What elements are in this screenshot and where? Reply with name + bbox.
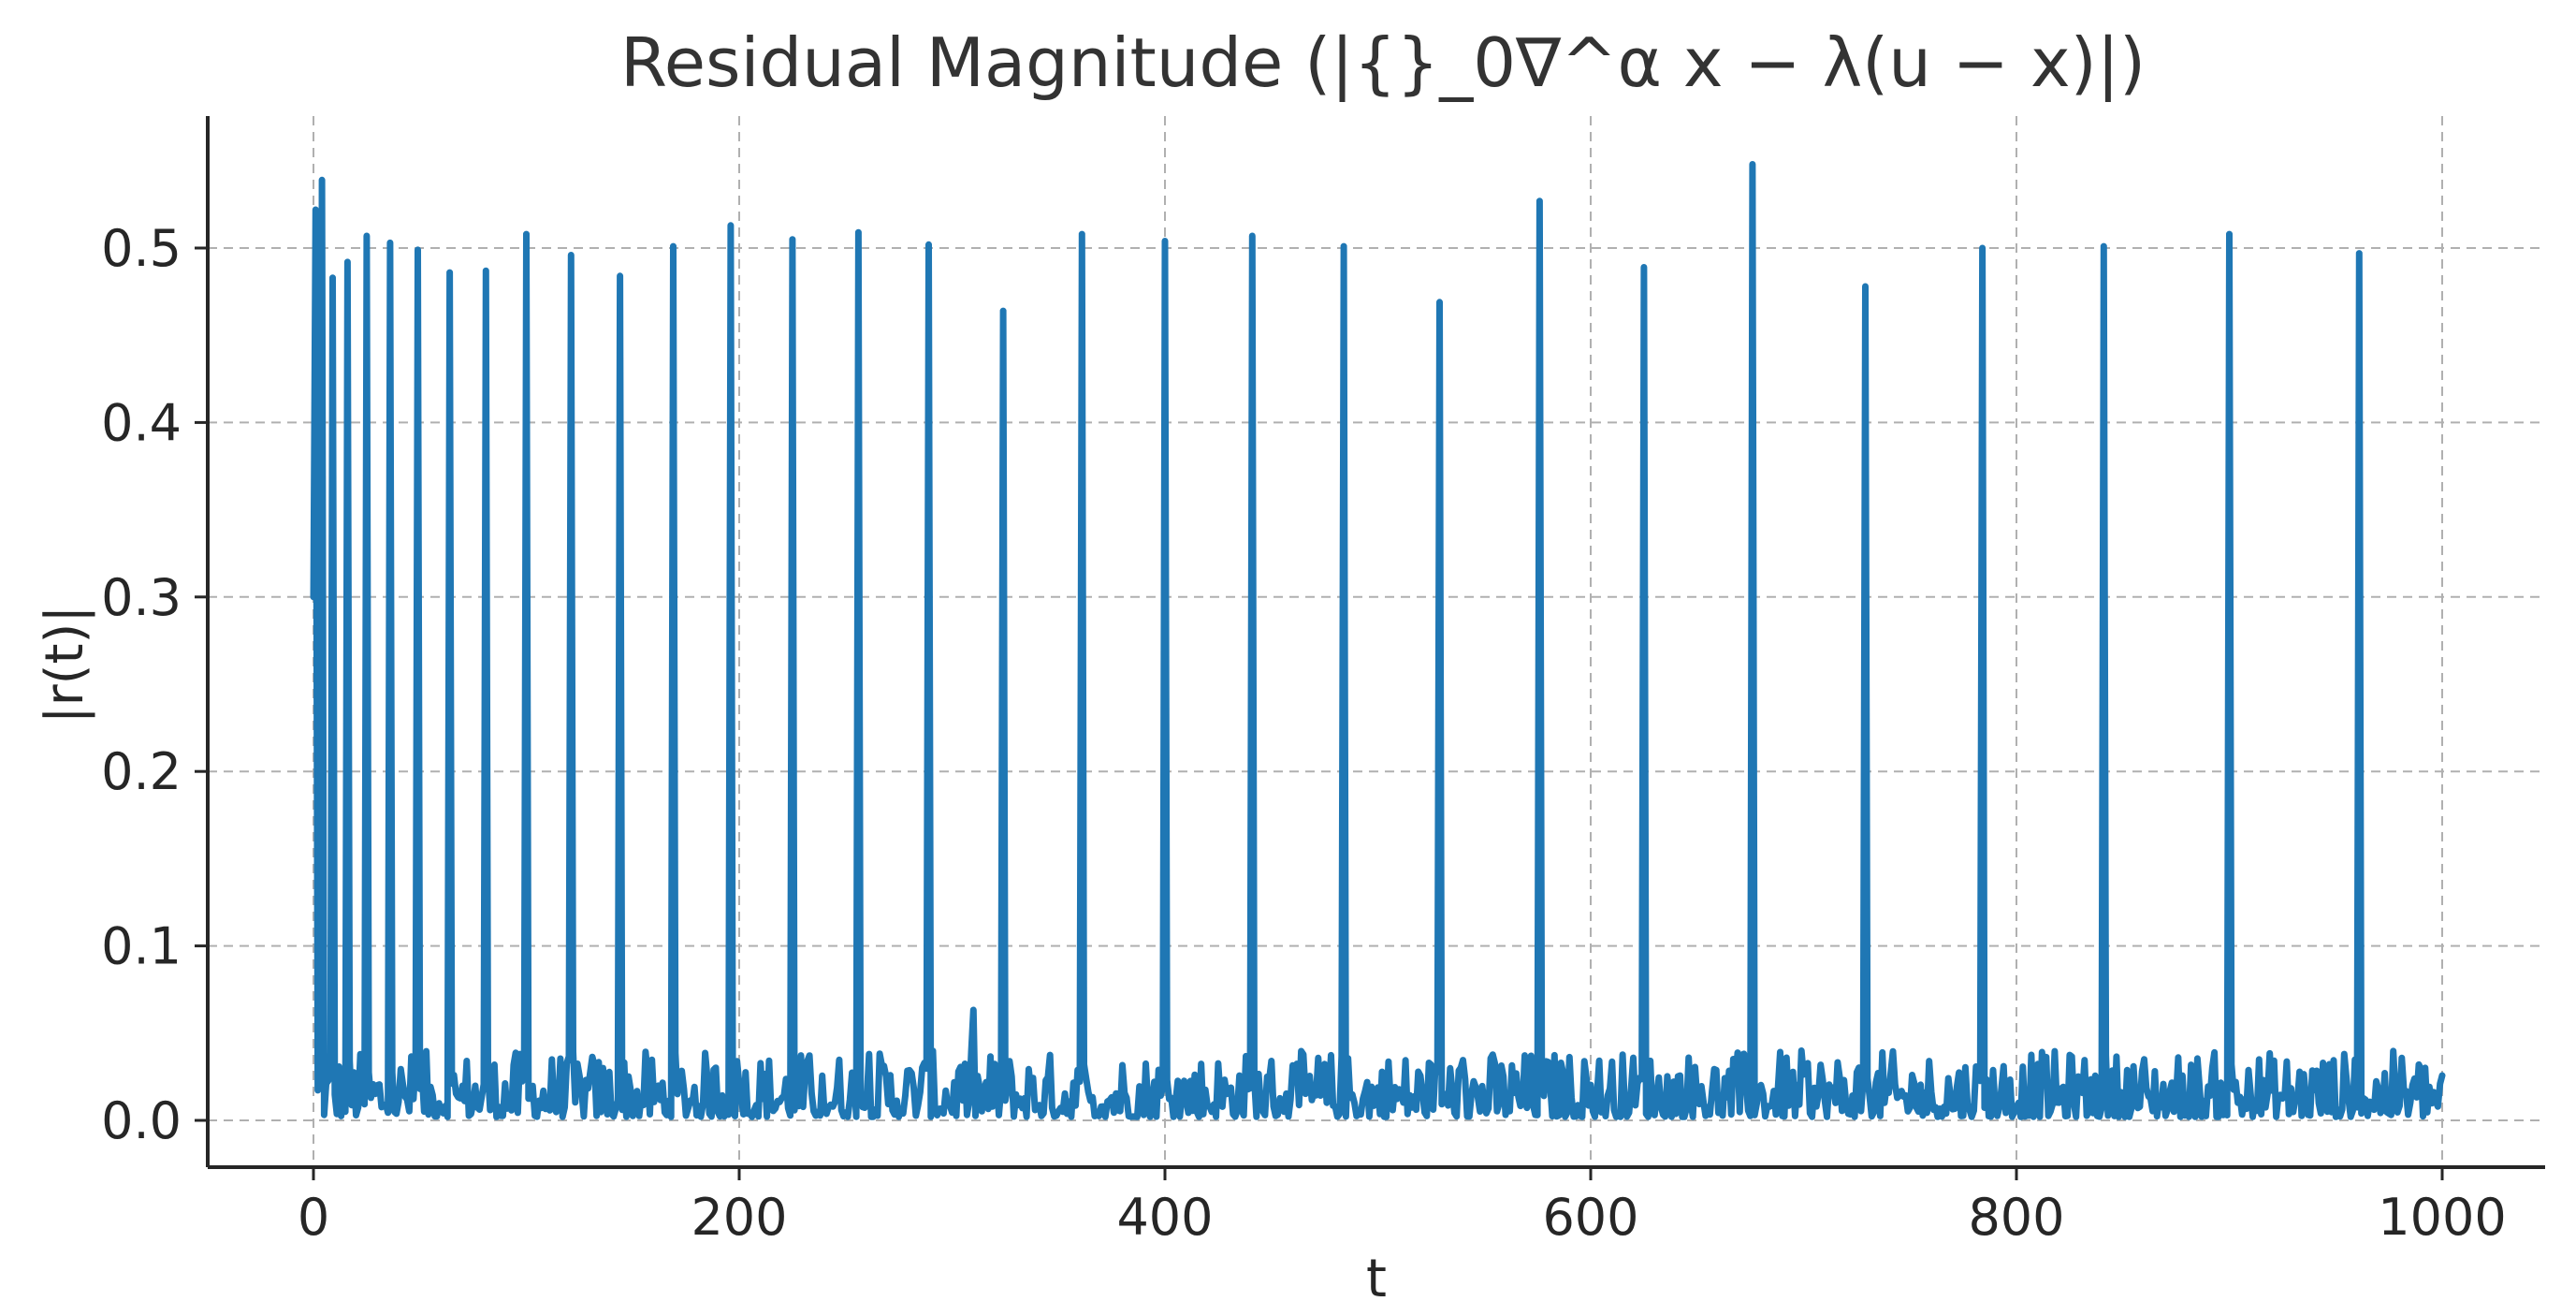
x-axis-ticks: 0 200 400 600 800 1000 xyxy=(298,1167,2507,1247)
y-tick-label: 0.5 xyxy=(101,219,182,278)
x-axis-label: t xyxy=(1366,1249,1387,1309)
y-tick-label: 0.3 xyxy=(101,568,182,627)
axes xyxy=(206,116,2545,1169)
y-tick-label: 0.0 xyxy=(101,1091,182,1150)
chart-title: Residual Magnitude (|{}_0∇^α x − λ(u − x… xyxy=(620,23,2146,103)
x-tick-label: 600 xyxy=(1542,1188,1638,1247)
y-tick-label: 0.4 xyxy=(101,393,182,452)
y-tick-label: 0.1 xyxy=(101,917,182,976)
x-tick-label: 800 xyxy=(1968,1188,2064,1247)
series-line xyxy=(310,161,2446,1120)
series-line-group xyxy=(310,161,2446,1120)
x-tick-label: 400 xyxy=(1116,1188,1213,1247)
y-axis-label: |r(t)| xyxy=(35,606,95,724)
y-tick-label: 0.2 xyxy=(101,742,182,801)
x-tick-label: 1000 xyxy=(2378,1188,2506,1247)
grid-lines xyxy=(208,116,2545,1167)
y-axis-ticks: 0.0 0.1 0.2 0.3 0.4 0.5 xyxy=(101,219,208,1150)
x-tick-label: 0 xyxy=(298,1188,329,1247)
x-tick-label: 200 xyxy=(691,1188,787,1247)
